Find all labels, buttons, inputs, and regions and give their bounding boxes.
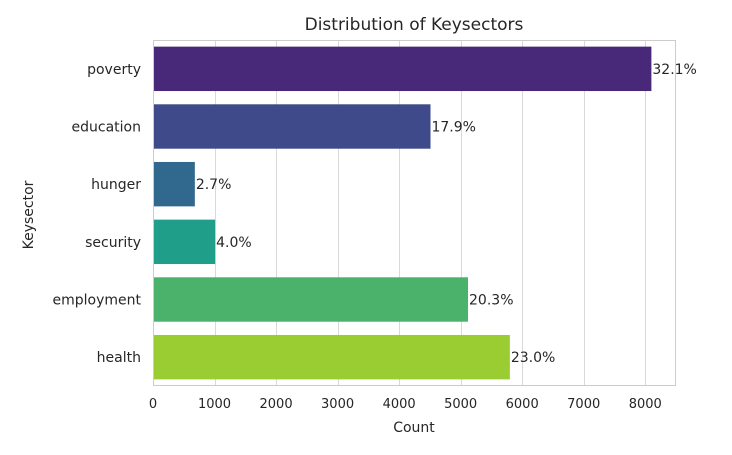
y-tick-label-poverty: poverty [87,62,141,78]
x-tick-label: 4000 [383,397,416,412]
data-label-health: 23.0% [511,350,555,366]
data-label-employment: 20.3% [469,293,513,309]
x-tick-label: 6000 [506,397,539,412]
chart-title: Distribution of Keysectors [305,15,524,35]
bar-employment [154,277,469,322]
bar-poverty [154,46,652,92]
label-layer: 32.1% 17.9% 2.7% 4.0% 20.3% 23.0% [196,62,697,366]
y-tick-label-health: health [97,350,141,366]
x-tick-label: 1000 [198,397,231,412]
y-tick-label-employment: employment [53,293,142,309]
x-tick-label: 0 [149,397,157,412]
data-label-hunger: 2.7% [196,177,232,193]
x-tick-label: 8000 [629,397,662,412]
grid-layer [153,40,646,386]
bar-layer [154,46,652,380]
y-axis-label: Keysector [21,180,37,249]
data-label-security: 4.0% [216,235,252,251]
bar-health [154,334,510,380]
bar-hunger [154,161,195,207]
y-tick-label-hunger: hunger [91,177,141,193]
x-tick-label: 7000 [567,397,600,412]
tick-layer: 0 1000 2000 3000 4000 5000 6000 7000 8000 poverty… [53,62,662,412]
y-tick-label-security: security [85,235,141,251]
bar-security [154,219,216,265]
bar-education [154,104,431,149]
x-tick-label: 5000 [444,397,477,412]
y-tick-label-education: education [72,120,141,136]
x-tick-label: 2000 [260,397,293,412]
x-axis-label: Count [393,420,435,436]
data-label-poverty: 32.1% [652,62,696,78]
plot-frame [153,40,676,386]
x-tick-label: 3000 [321,397,354,412]
data-label-education: 17.9% [431,120,475,136]
